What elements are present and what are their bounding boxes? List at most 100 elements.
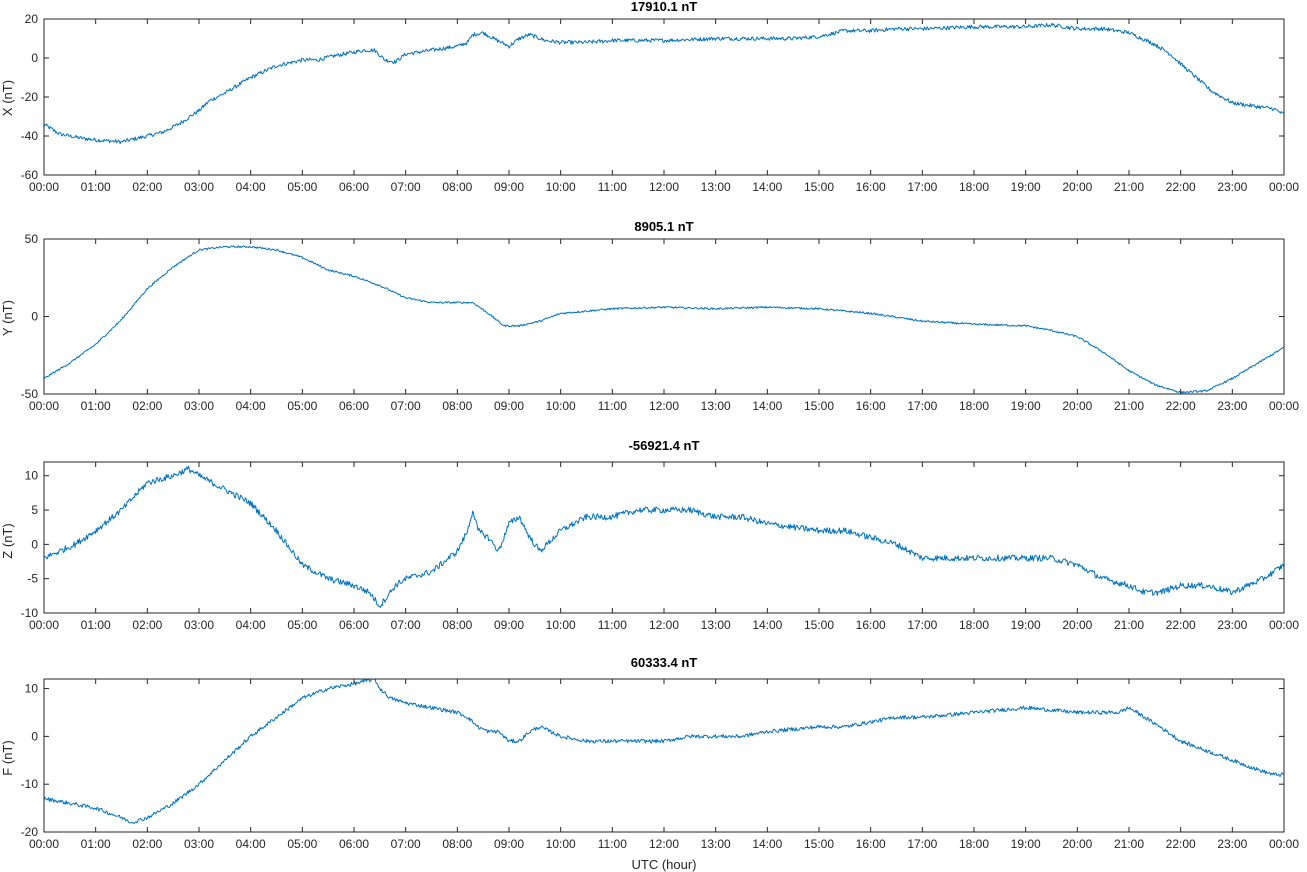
x-tick-label-f: 17:00 [907, 837, 937, 851]
x-tick-label-f: 12:00 [649, 837, 679, 851]
y-component-panel: 8905.1 nT Y (nT) 00:00 01:00 02:00 03:00 04:… [0, 219, 1299, 413]
x-tick-label-y: 12:00 [649, 399, 679, 413]
panel-title-x: 17910.1 nT [631, 0, 698, 14]
y-tick-label-z: 10 [25, 469, 39, 483]
y-tick-label-y: -50 [21, 387, 39, 401]
x-tick-label-z: 01:00 [81, 618, 111, 632]
x-tick-label-y: 15:00 [804, 399, 834, 413]
x-tick-label-y: 04:00 [236, 399, 266, 413]
x-tick-label-f: 01:00 [81, 837, 111, 851]
series-line-y [44, 245, 1284, 394]
x-tick-label-f: 23:00 [1217, 837, 1247, 851]
x-tick-label-f: 08:00 [442, 837, 472, 851]
x-tick-label-x: 16:00 [856, 180, 886, 194]
y-tick-label-y: 50 [25, 232, 39, 246]
x-tick-label-x: 22:00 [1166, 180, 1196, 194]
x-tick-label-f: 16:00 [856, 837, 886, 851]
x-tick-label-y: 10:00 [546, 399, 576, 413]
y-tick-label-x: -40 [21, 129, 39, 143]
x-tick-label-y: 00:00 [29, 399, 59, 413]
x-tick-label-x: 18:00 [959, 180, 989, 194]
x-tick-label-z: 18:00 [959, 618, 989, 632]
series-line-f [44, 679, 1284, 824]
x-tick-label-x: 12:00 [649, 180, 679, 194]
x-tick-label-f: 06:00 [339, 837, 369, 851]
x-tick-label-x: 05:00 [287, 180, 317, 194]
x-tick-label-y: 13:00 [701, 399, 731, 413]
series-line-z [44, 465, 1284, 608]
panel-title-f: 60333.4 nT [631, 655, 698, 670]
x-tick-label-y: 14:00 [752, 399, 782, 413]
x-tick-label-y: 06:00 [339, 399, 369, 413]
x-tick-label-x: 00:00 [1269, 180, 1299, 194]
x-tick-label-y: 17:00 [907, 399, 937, 413]
x-tick-label-x: 19:00 [1011, 180, 1041, 194]
x-tick-label-x: 03:00 [184, 180, 214, 194]
x-tick-label-f: 22:00 [1166, 837, 1196, 851]
x-tick-label-z: 14:00 [752, 618, 782, 632]
x-tick-label-x: 17:00 [907, 180, 937, 194]
x-tick-label-z: 04:00 [236, 618, 266, 632]
x-tick-label-y: 16:00 [856, 399, 886, 413]
x-tick-label-z: 11:00 [598, 618, 627, 632]
x-tick-label-z: 20:00 [1062, 618, 1092, 632]
y-tick-label-z: -5 [27, 572, 38, 586]
x-tick-label-z: 17:00 [907, 618, 937, 632]
x-tick-label-y: 09:00 [494, 399, 524, 413]
x-tick-label-y: 22:00 [1166, 399, 1196, 413]
series-line-x [44, 22, 1284, 145]
y-tick-label-z: 0 [31, 537, 38, 551]
x-tick-label-z: 12:00 [649, 618, 679, 632]
x-tick-label-f: 11:00 [598, 837, 627, 851]
x-tick-label-z: 19:00 [1011, 618, 1041, 632]
x-tick-label-x: 23:00 [1217, 180, 1247, 194]
x-tick-label-z: 02:00 [132, 618, 162, 632]
x-tick-label-x: 20:00 [1062, 180, 1092, 194]
x-tick-label-z: 10:00 [546, 618, 576, 632]
x-tick-label-x: 10:00 [546, 180, 576, 194]
x-tick-label-f: 13:00 [701, 837, 731, 851]
x-tick-label-y: 11:00 [598, 399, 627, 413]
x-tick-label-z: 22:00 [1166, 618, 1196, 632]
y-axis-label-f: F (nT) [0, 740, 15, 775]
y-tick-label-x: -20 [21, 90, 39, 104]
x-tick-label-x: 11:00 [598, 180, 627, 194]
y-tick-label-f: 0 [31, 729, 38, 743]
x-tick-label-f: 14:00 [752, 837, 782, 851]
y-tick-label-y: 0 [31, 310, 38, 324]
y-tick-label-x: -60 [21, 168, 39, 182]
x-tick-label-z: 06:00 [339, 618, 369, 632]
z-component-panel: -56921.4 nT Z (nT) 00:00 01:00 02:00 03:00 0… [0, 438, 1299, 632]
x-tick-label-x: 02:00 [132, 180, 162, 194]
x-tick-label-x: 13:00 [701, 180, 731, 194]
x-tick-label-y: 23:00 [1217, 399, 1247, 413]
x-tick-label-f: 03:00 [184, 837, 214, 851]
x-tick-label-z: 00:00 [1269, 618, 1299, 632]
y-tick-label-z: 5 [31, 503, 38, 517]
y-axis-label-z: Z (nT) [0, 523, 15, 558]
panel-title-z: -56921.4 nT [629, 438, 700, 453]
x-tick-label-f: 05:00 [287, 837, 317, 851]
y-tick-label-x: 20 [25, 12, 39, 26]
panel-title-y: 8905.1 nT [634, 219, 693, 234]
x-tick-label-y: 01:00 [81, 399, 111, 413]
x-tick-label-f: 21:00 [1114, 837, 1144, 851]
x-tick-label-x: 00:00 [29, 180, 59, 194]
x-tick-label-y: 19:00 [1011, 399, 1041, 413]
y-tick-label-f: 10 [25, 682, 39, 696]
f-component-panel: 60333.4 nT F (nT) 00:00 01:00 02:00 03:00 04… [0, 655, 1299, 851]
x-tick-label-x: 04:00 [236, 180, 266, 194]
x-tick-label-f: 00:00 [29, 837, 59, 851]
axes-frame-z [43, 461, 1285, 614]
x-tick-label-z: 05:00 [287, 618, 317, 632]
x-tick-label-f: 18:00 [959, 837, 989, 851]
x-tick-label-y: 07:00 [391, 399, 421, 413]
x-tick-label-f: 10:00 [546, 837, 576, 851]
y-axis-label-x: X (nT) [0, 80, 15, 116]
x-tick-label-y: 21:00 [1114, 399, 1144, 413]
x-tick-label-f: 19:00 [1011, 837, 1041, 851]
x-tick-label-z: 23:00 [1217, 618, 1247, 632]
x-tick-label-y: 00:00 [1269, 399, 1299, 413]
y-tick-label-z: -10 [21, 606, 39, 620]
